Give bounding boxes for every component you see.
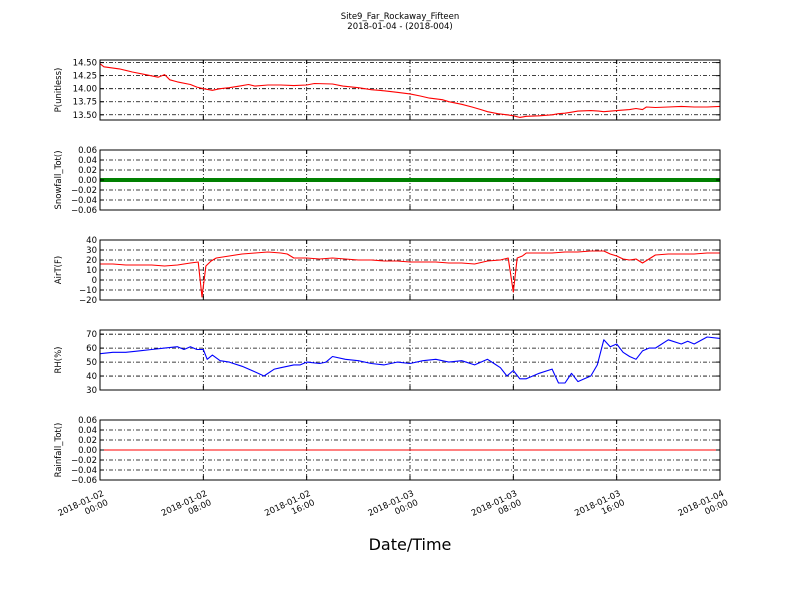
y-tick-label: 0.06 [78,146,97,156]
y-tick-label: 14.50 [73,59,97,69]
y-tick-label: 50 [86,358,97,368]
x-tick-label: 2018-01-0208:00 [160,489,213,528]
y-tick-label: 13.50 [73,111,97,121]
y-tick-label: 14.00 [73,85,97,95]
y-tick-label: 0.00 [78,446,97,456]
y-tick-label: 0.06 [78,416,97,426]
y-tick-label: 70 [86,330,97,340]
x-tick-label: 2018-01-0400:00 [677,489,730,528]
y-tick-label: 0.02 [78,166,97,176]
y-tick-label: 0.04 [78,156,97,166]
y-tick-label: −20 [79,296,97,306]
panels-group: 14.50 14.25 14.00 13.75 13.50 P(unitless) 0.06… [54,59,721,486]
series-line [100,250,720,298]
y-axis-label: RH(%) [54,346,64,373]
series-line [100,336,720,384]
series-line [100,63,720,118]
y-axis-label: Rainfall_Tot() [54,423,64,478]
y-tick-label: 13.75 [73,98,97,108]
y-tick-label: 10 [86,266,97,276]
y-axis-label: Snowfall_Tot() [54,150,64,209]
x-tick-label: 2018-01-0308:00 [470,489,523,528]
panel-2: 0.060.040.020.00−0.02−0.04−0.06 Snowfall_… [54,146,721,216]
chart-title: Site9_Far_Rockaway_Fifteen [341,12,460,22]
y-tick-label: 40 [86,236,97,246]
y-tick-label: 60 [86,344,97,354]
y-tick-label: −0.06 [71,206,97,216]
y-tick-label: 30 [86,246,97,256]
panel-1: 14.50 14.25 14.00 13.75 13.50 P(unitless) [54,59,721,121]
x-tick-label: 2018-01-0216:00 [263,489,316,528]
y-axis-label: AirT(F) [54,256,64,284]
y-tick-label: −0.04 [71,466,97,476]
x-tick-label: 2018-01-0300:00 [367,489,420,528]
y-tick-label: −10 [79,286,97,296]
y-tick-label: 0 [92,276,97,286]
y-tick-label: 0.00 [78,176,97,186]
y-tick-label: 30 [86,386,97,396]
y-tick-label: 0.02 [78,436,97,446]
x-tick-labels: 2018-01-0200:00 2018-01-0208:00 2018-01-02… [57,489,730,528]
y-tick-label: −0.02 [71,456,97,466]
y-tick-label: 14.25 [73,72,97,82]
x-tick-label: 2018-01-0200:00 [57,489,110,528]
y-axis-label: P(unitless) [54,68,64,113]
x-tick-label: 2018-01-0316:00 [573,489,626,528]
panel-4: 70 60 50 40 30 RH(%) [54,329,721,396]
y-tick-label: −0.04 [71,196,97,206]
y-tick-label: 0.04 [78,426,97,436]
y-tick-label: 40 [86,372,97,382]
panel-5: 0.060.040.020.00−0.02−0.04−0.06 Rainfall_… [54,416,721,486]
x-axis-label: Date/Time [369,535,452,554]
y-tick-label: 20 [86,256,97,266]
chart-subtitle: 2018-01-04 - (2018-004) [347,22,452,32]
y-tick-label: −0.02 [71,186,97,196]
y-tick-label: −0.06 [71,476,97,486]
